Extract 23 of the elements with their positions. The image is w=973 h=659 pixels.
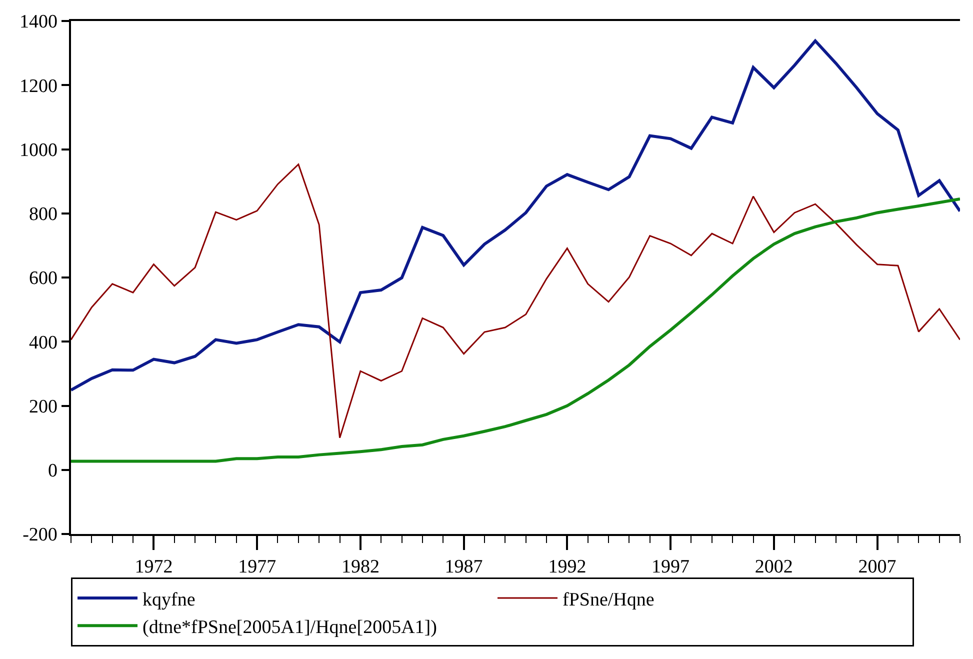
y-tick-label: -200 [22, 524, 58, 546]
y-tick-label: 200 [28, 396, 58, 418]
legend-label: kqyfne [142, 589, 196, 610]
y-tick-label: 800 [28, 204, 58, 226]
line-series [71, 164, 960, 439]
x-tick-label: 1982 [341, 556, 380, 578]
y-tick-label: 1400 [19, 12, 58, 33]
x-tick-label: 1977 [238, 556, 276, 578]
x-tick-label: 1987 [444, 556, 483, 578]
y-tick-label: 600 [28, 268, 58, 290]
x-tick-label: 2002 [754, 556, 793, 578]
x-tick-label: 1972 [134, 556, 173, 578]
x-tick-label: 1992 [548, 556, 586, 578]
x-tick-label: 2007 [858, 556, 896, 578]
legend-label: (dtne*fPSne[2005A1]/Hqne[2005A1]) [142, 617, 437, 638]
x-tick-label: 1997 [652, 556, 690, 578]
y-tick-label: 1200 [19, 76, 58, 97]
y-tick-label: 0 [48, 460, 58, 482]
legend-label: fPSne/Hqne [562, 589, 654, 610]
line-series [71, 39, 960, 392]
line-series [71, 197, 960, 463]
y-tick-label: 400 [28, 332, 58, 354]
y-tick-label: 1000 [19, 140, 58, 161]
